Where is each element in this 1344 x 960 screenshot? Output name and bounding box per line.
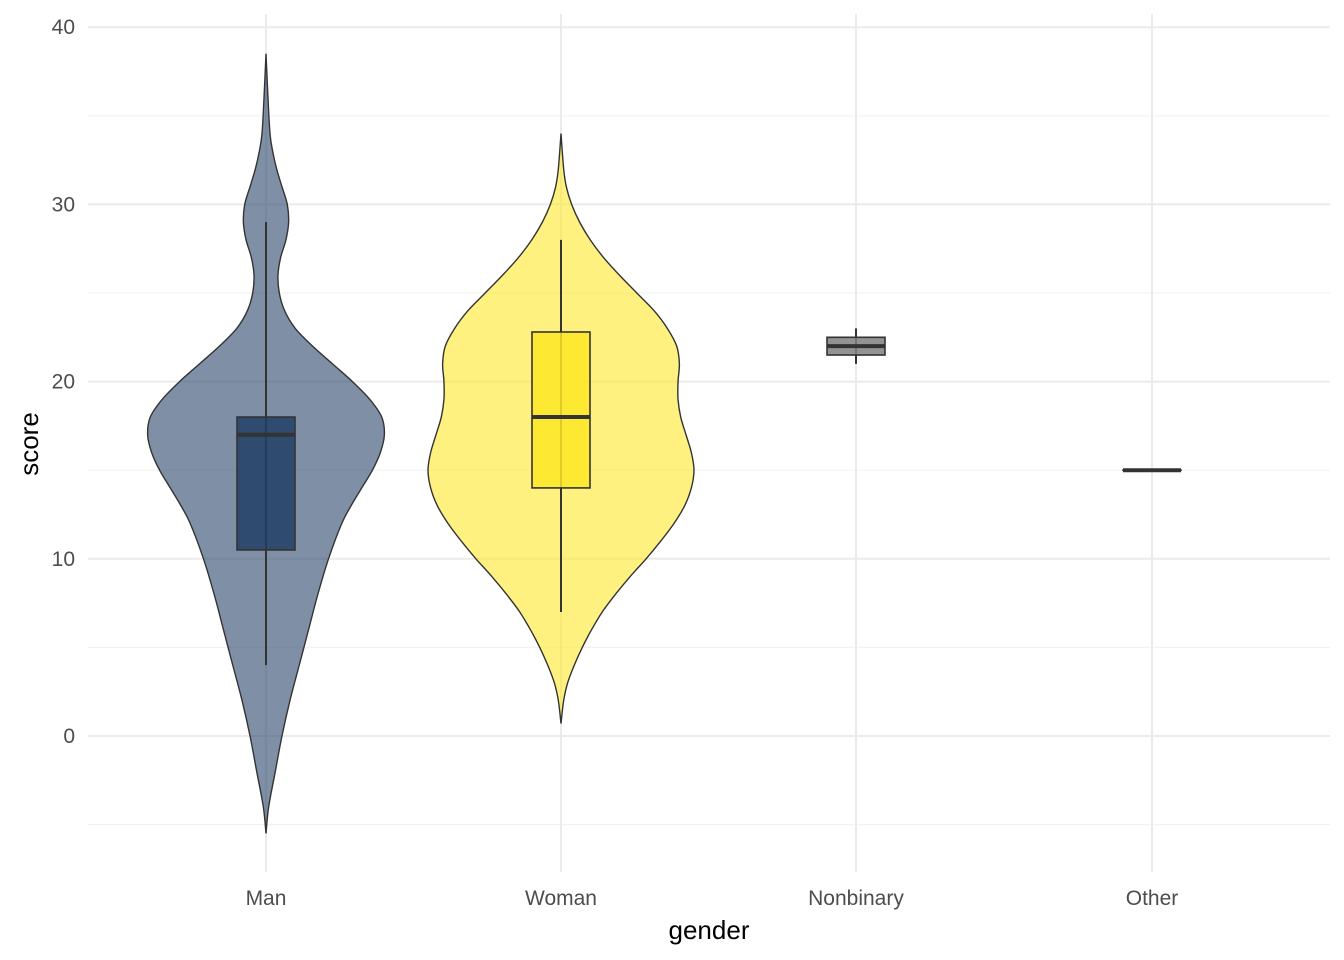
tick-labels: 0 10 20 30 40 Man Woman Nonbinary Other bbox=[52, 16, 1179, 910]
x-tick-label: Nonbinary bbox=[808, 887, 904, 910]
x-tick-label: Woman bbox=[525, 887, 597, 910]
boxplots bbox=[236, 222, 1182, 666]
x-axis-title: gender bbox=[669, 915, 750, 945]
y-tick-label: 20 bbox=[52, 371, 75, 394]
y-axis-title: score bbox=[14, 412, 44, 476]
y-tick-label: 30 bbox=[52, 193, 75, 216]
iqr-box bbox=[531, 331, 591, 489]
boxplot-nonbinary bbox=[826, 328, 886, 364]
x-tick-label: Man bbox=[246, 887, 287, 910]
x-tick-label: Other bbox=[1126, 887, 1179, 910]
boxplot-woman bbox=[531, 239, 591, 612]
y-tick-label: 40 bbox=[52, 16, 75, 39]
iqr-box bbox=[236, 416, 296, 551]
y-tick-label: 10 bbox=[52, 548, 75, 571]
boxplot-man bbox=[236, 222, 296, 666]
y-tick-label: 0 bbox=[63, 725, 75, 748]
violins bbox=[146, 53, 695, 834]
